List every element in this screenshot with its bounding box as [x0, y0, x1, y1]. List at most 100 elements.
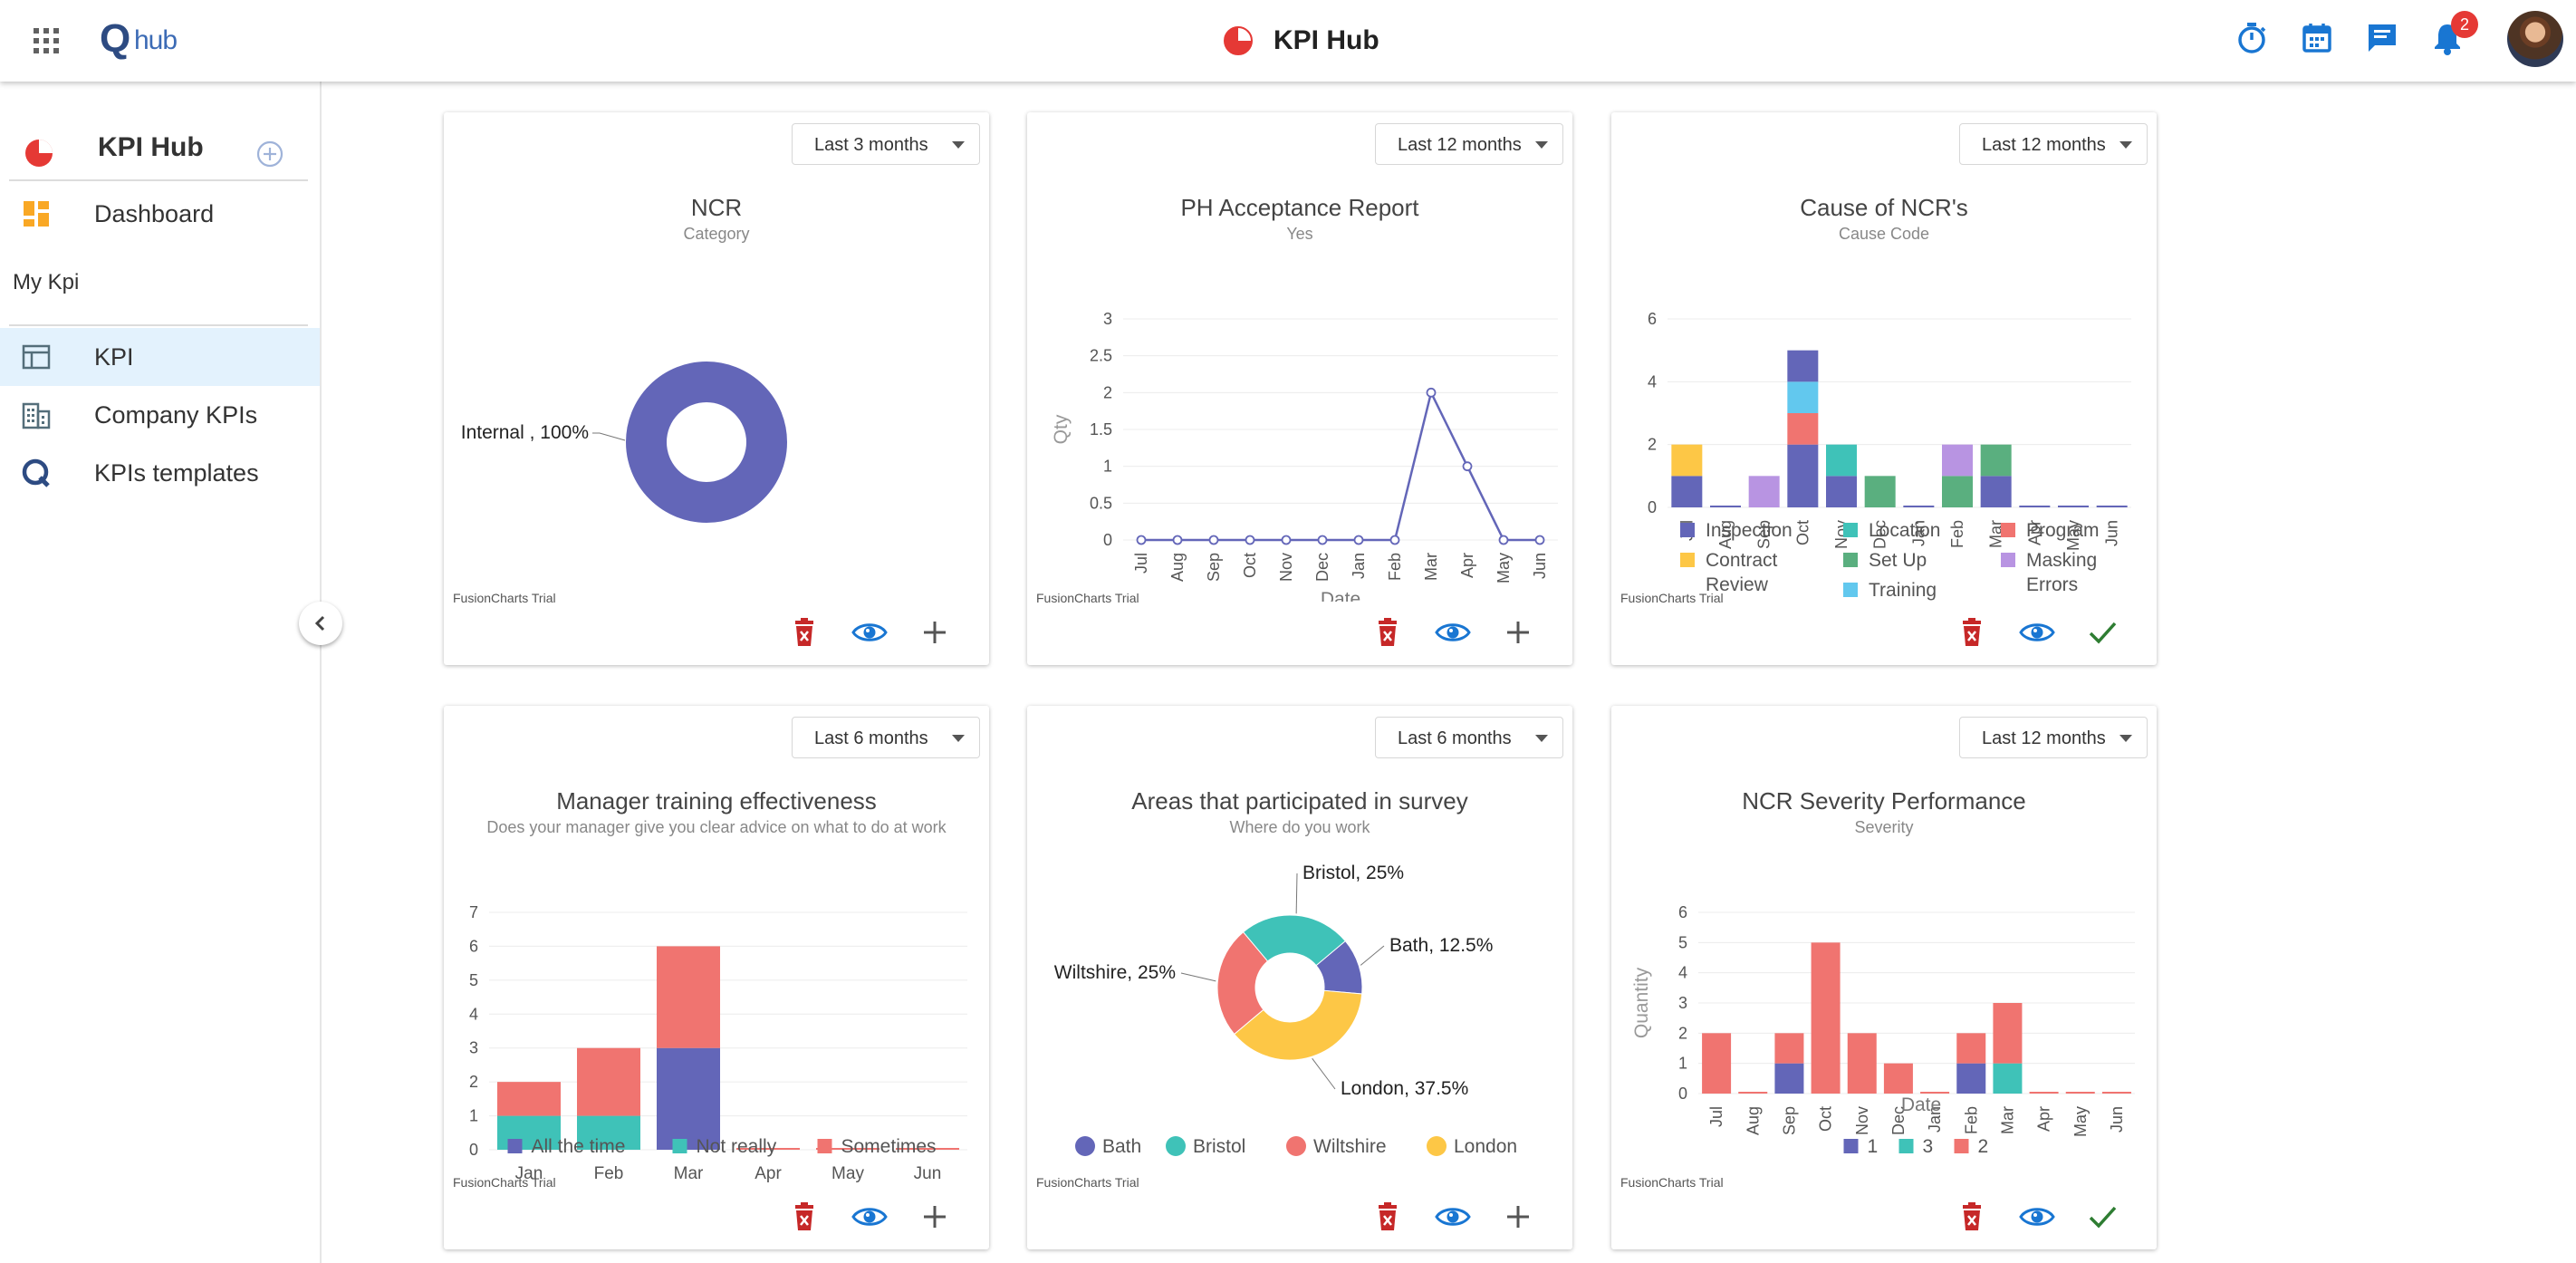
x-tick-label: Dec [1871, 520, 1889, 549]
chart-title: Manager training effectiveness [556, 787, 877, 815]
eye-icon[interactable] [1435, 614, 1471, 651]
line-point [1498, 535, 1509, 545]
plus-icon[interactable] [1500, 1199, 1536, 1235]
bar-segment [1787, 444, 1819, 507]
collapse-sidebar-button[interactable] [299, 602, 342, 645]
y-tick-label: 7 [469, 903, 478, 921]
calendar-icon[interactable] [2299, 20, 2335, 56]
legend-marker [2001, 553, 2015, 567]
fusioncharts-trial-label: FusionCharts Trial [1036, 1175, 1139, 1190]
plus-icon[interactable] [1500, 614, 1536, 651]
slice-label: Wiltshire, 25% [1054, 962, 1176, 983]
delete-icon[interactable] [786, 614, 822, 651]
bar-segment [1826, 444, 1857, 477]
slice-label: London, 37.5% [1341, 1078, 1468, 1099]
y-tick-label: 0 [469, 1141, 478, 1159]
x-tick-label: Jan [1909, 520, 1927, 546]
chevron-down-icon [1535, 735, 1548, 742]
y-tick-label: 0 [1648, 498, 1657, 516]
slice-leader-line [592, 432, 626, 441]
notifications-button[interactable]: 2 [2429, 11, 2478, 56]
sidebar-item-company-kpis[interactable]: Company KPIs [7, 386, 320, 444]
delete-icon[interactable] [786, 1199, 822, 1235]
card-actions [1954, 614, 2135, 654]
legend-marker [1286, 1136, 1306, 1156]
x-tick-label: Aug [1168, 553, 1187, 582]
bar-segment [1748, 476, 1780, 507]
plus-icon[interactable] [917, 1199, 953, 1235]
sidebar-item-dashboard[interactable]: Dashboard [7, 185, 320, 243]
time-range-select[interactable]: Last 12 months [1959, 123, 2148, 165]
sidebar-item-kpis-templates[interactable]: KPIs templates [7, 444, 320, 502]
bar-segment [1993, 1063, 2023, 1094]
sidebar-item-label: Dashboard [94, 199, 215, 227]
plus-icon[interactable] [917, 614, 953, 651]
pie-slice [1216, 931, 1269, 1036]
bar-segment [657, 946, 720, 1048]
user-avatar[interactable] [2507, 11, 2563, 67]
delete-icon[interactable] [1954, 614, 1990, 651]
legend-label: Sometimes [841, 1136, 937, 1157]
legend-label: London [1454, 1136, 1517, 1157]
delete-icon[interactable] [1370, 1199, 1406, 1235]
sidebar-header: KPI Hub [0, 107, 322, 185]
legend-label: Wiltshire [1313, 1136, 1387, 1157]
x-tick-label: May [1495, 553, 1513, 583]
apps-grid-icon[interactable] [31, 25, 62, 56]
sidebar-item-label: KPI [94, 342, 134, 371]
bar-segment [1811, 942, 1841, 1094]
bar-segment [1883, 1063, 1913, 1094]
legend-marker [1075, 1136, 1095, 1156]
bar-segment [1738, 1092, 1768, 1094]
x-tick-label: Oct [1241, 553, 1259, 578]
y-tick-label: 3 [469, 1039, 478, 1057]
line-point [1281, 535, 1292, 545]
kpi-hub-pie-icon [25, 140, 53, 167]
x-tick-label: Feb [594, 1164, 624, 1183]
y-tick-label: 1.5 [1090, 420, 1112, 439]
line-point [1208, 535, 1219, 545]
eye-icon[interactable] [2019, 1199, 2055, 1235]
add-circle-icon[interactable] [255, 140, 284, 169]
check-icon[interactable] [2084, 1199, 2120, 1235]
x-tick-label: Mar [1987, 520, 2005, 548]
eye-icon[interactable] [851, 614, 888, 651]
page-title-text: KPI Hub [1274, 25, 1379, 55]
legend-label: Training [1869, 580, 1937, 601]
time-range-select[interactable]: Last 3 months [792, 123, 980, 165]
y-tick-label: 6 [1648, 310, 1657, 328]
eye-icon[interactable] [851, 1199, 888, 1235]
delete-icon[interactable] [1370, 614, 1406, 651]
legend-label: Program [2026, 520, 2100, 541]
time-range-select[interactable]: Last 6 months [1375, 717, 1563, 758]
timer-icon[interactable] [2234, 20, 2270, 56]
chat-icon[interactable] [2364, 20, 2400, 56]
fusioncharts-trial-label: FusionCharts Trial [1036, 591, 1139, 605]
y-axis-label: Qty [1051, 414, 1072, 444]
dashboard-icon [24, 201, 49, 227]
fusioncharts-trial-label: FusionCharts Trial [1620, 1175, 1724, 1190]
eye-icon[interactable] [2019, 614, 2055, 651]
chart-title: NCR Severity Performance [1742, 787, 2026, 815]
check-icon[interactable] [2084, 614, 2120, 651]
sidebar-item-kpi[interactable]: KPI [0, 328, 320, 386]
x-tick-label: Sep [1205, 553, 1223, 582]
bar-segment [1993, 1003, 2023, 1064]
time-range-select[interactable]: Last 12 months [1375, 123, 1563, 165]
y-tick-label: 1 [1678, 1055, 1687, 1073]
sidebar: KPI Hub Dashboard My Kpi KPI [0, 82, 322, 1263]
eye-icon[interactable] [1435, 1199, 1471, 1235]
legend-marker [1898, 1139, 1914, 1153]
y-tick-label: 2 [1678, 1024, 1687, 1042]
x-tick-label: Jun [1531, 553, 1549, 579]
card-actions [1370, 614, 1551, 654]
bar-segment [1956, 1063, 1986, 1094]
line-point [1245, 535, 1255, 545]
line-point [1172, 535, 1183, 545]
time-range-select[interactable]: Last 12 months [1959, 717, 2148, 758]
x-tick-label: Apr [1458, 553, 1476, 578]
delete-icon[interactable] [1954, 1199, 1990, 1235]
time-range-select[interactable]: Last 6 months [792, 717, 980, 758]
